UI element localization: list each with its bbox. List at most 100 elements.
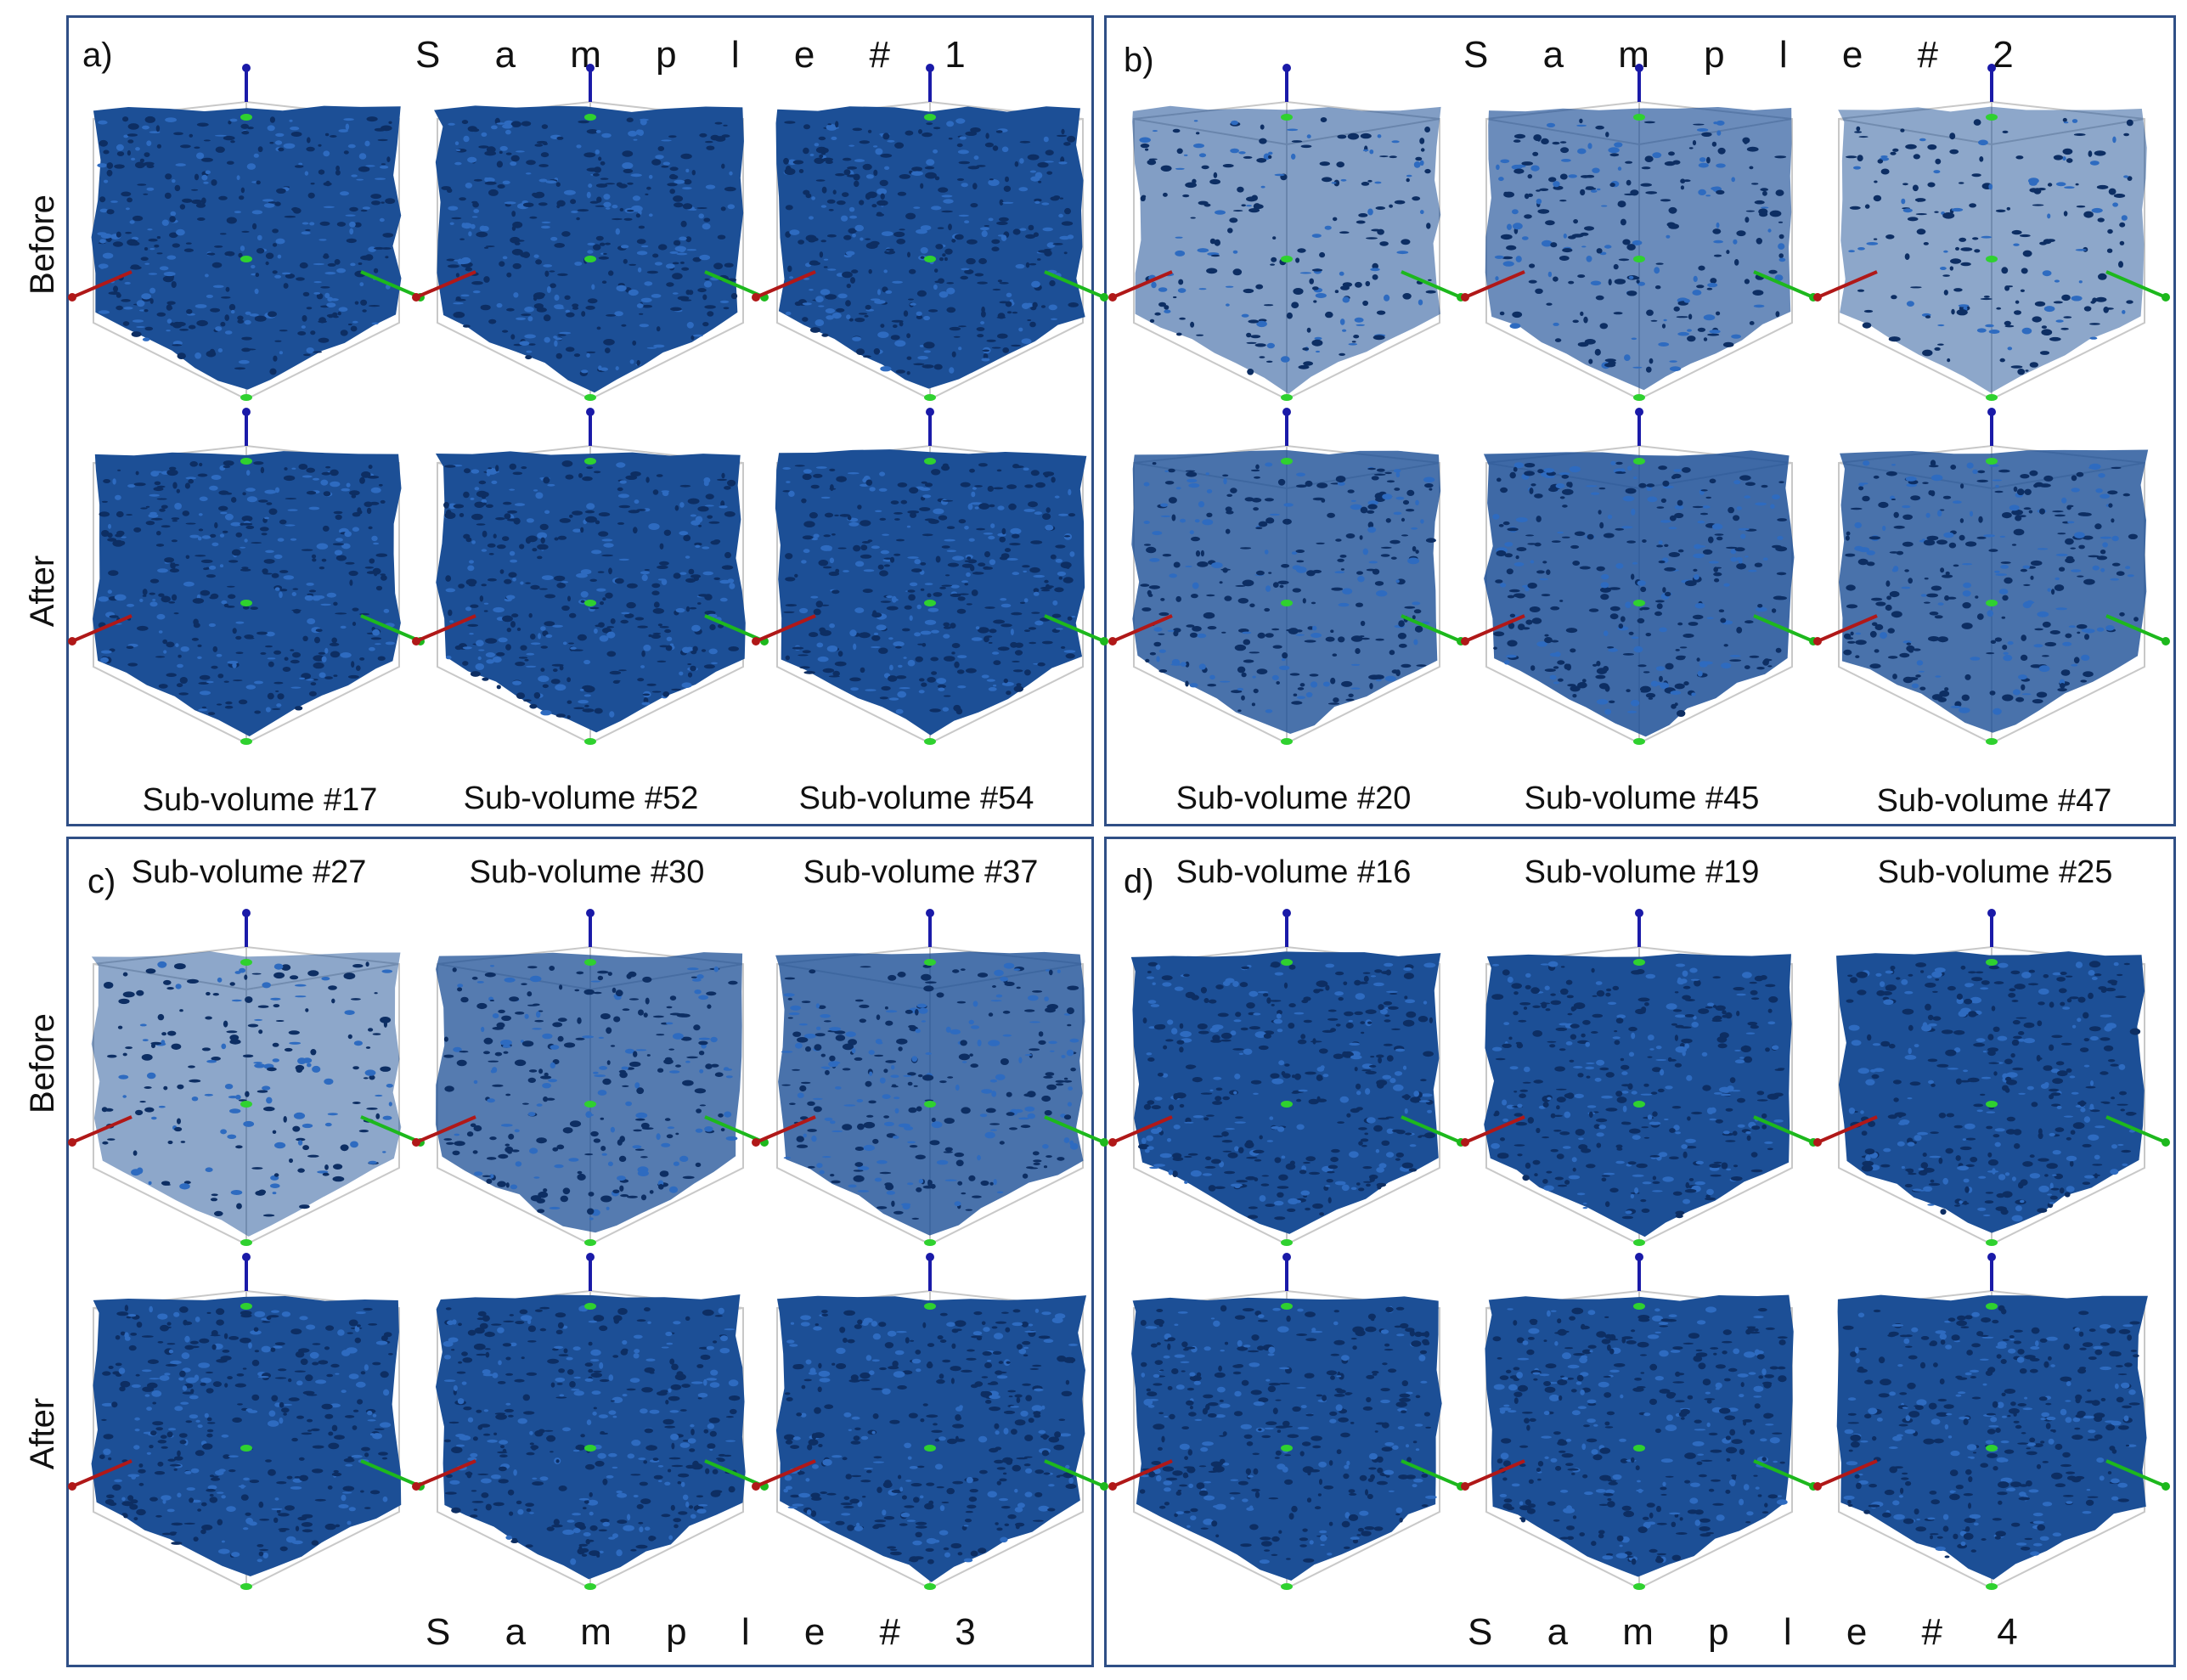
- pore-speckle: [1041, 202, 1050, 206]
- pore-speckle: [644, 508, 651, 512]
- pore-speckle: [1663, 319, 1667, 322]
- pore-speckle: [1696, 128, 1709, 132]
- pore-speckle: [296, 277, 305, 281]
- pore-speckle: [234, 971, 241, 974]
- pore-speckle: [473, 1125, 482, 1132]
- pore-speckle: [635, 213, 640, 218]
- pore-speckle: [906, 356, 912, 360]
- pore-speckle: [1901, 198, 1906, 205]
- pore-speckle: [1375, 206, 1386, 210]
- pore-speckle: [2001, 616, 2006, 619]
- pore-speckle: [601, 554, 613, 557]
- pore-speckle: [1013, 685, 1023, 692]
- pore-speckle: [340, 330, 348, 336]
- pore-speckle: [161, 219, 169, 226]
- pore-speckle: [1152, 130, 1158, 132]
- pore-speckle: [113, 285, 118, 293]
- pore-speckle: [352, 1066, 359, 1070]
- pore-speckle: [569, 612, 577, 618]
- pore-speckle: [944, 574, 950, 577]
- pore-speckle: [1058, 576, 1062, 580]
- pore-speckle: [1887, 656, 1898, 659]
- pore-speckle: [606, 631, 616, 639]
- pore-speckle: [638, 1009, 644, 1016]
- pore-speckle: [1068, 302, 1079, 307]
- pore-speckle: [211, 1193, 218, 1197]
- pore-speckle: [590, 980, 600, 983]
- pore-speckle: [1333, 217, 1338, 222]
- pore-speckle: [705, 184, 716, 189]
- pore-speckle: [682, 1080, 694, 1086]
- pore-speckle: [600, 1117, 605, 1120]
- pore-speckle: [279, 351, 283, 355]
- pore-speckle: [699, 254, 711, 261]
- pore-speckle: [572, 307, 579, 310]
- pore-speckle: [1367, 527, 1377, 533]
- pore-speckle: [289, 119, 293, 122]
- pore-speckle: [939, 257, 944, 262]
- pore-speckle: [462, 646, 472, 650]
- pore-speckle: [897, 191, 907, 196]
- axis-z-arrow-head: [1635, 64, 1643, 72]
- pore-speckle: [2019, 234, 2031, 238]
- pore-speckle: [1160, 598, 1165, 601]
- pore-speckle: [533, 692, 541, 699]
- pore-speckle: [473, 1080, 478, 1085]
- pore-speckle: [476, 523, 486, 526]
- pore-speckle: [127, 149, 131, 156]
- pore-speckle: [857, 505, 862, 510]
- pore-speckle: [1324, 225, 1332, 230]
- pore-speckle: [922, 494, 932, 499]
- pore-speckle: [1674, 512, 1684, 519]
- pore-speckle: [1632, 561, 1638, 565]
- pore-speckle: [368, 1160, 377, 1164]
- pore-speckle: [925, 981, 937, 984]
- pore-speckle: [276, 1509, 281, 1514]
- pore-speckle: [1045, 149, 1054, 155]
- pore-speckle: [1046, 171, 1053, 175]
- pore-speckle: [536, 140, 548, 144]
- pore-speckle: [458, 583, 465, 589]
- axis-x-arrow: [1112, 614, 1173, 643]
- pore-speckle: [600, 1195, 612, 1203]
- pore-speckle: [443, 1138, 453, 1141]
- pore-speckle: [1530, 665, 1536, 671]
- pore-speckle: [211, 1057, 221, 1061]
- pore-speckle: [1175, 250, 1186, 257]
- pore-speckle: [1929, 465, 1939, 468]
- marker-dot: [1281, 256, 1293, 262]
- pore-speckle: [689, 606, 697, 610]
- pore-speckle: [1580, 189, 1586, 196]
- pore-speckle: [845, 251, 855, 256]
- pore-speckle: [245, 637, 255, 640]
- pore-speckle: [1268, 155, 1272, 159]
- pore-speckle: [906, 525, 911, 528]
- pore-speckle: [1919, 686, 1926, 691]
- pore-speckle: [1380, 554, 1390, 557]
- pore-speckle: [1004, 981, 1015, 986]
- pore-speckle: [1058, 213, 1063, 218]
- pore-speckle: [859, 1004, 870, 1008]
- pore-speckle: [345, 214, 356, 217]
- pore-speckle: [877, 564, 884, 570]
- pore-speckle: [595, 183, 608, 188]
- pore-speckle: [622, 150, 634, 157]
- pore-speckle: [99, 196, 106, 203]
- pore-speckle: [1291, 551, 1298, 555]
- pore-speckle: [786, 481, 791, 483]
- pore-speckle: [251, 264, 256, 269]
- pore-speckle: [1263, 153, 1271, 161]
- pore-speckle: [144, 262, 150, 265]
- pore-speckle: [946, 526, 955, 529]
- pore-speckle: [542, 684, 549, 689]
- pore-speckle: [520, 645, 527, 651]
- pore-speckle: [335, 170, 341, 176]
- pore-speckle: [122, 991, 135, 998]
- pore-speckle: [117, 469, 121, 471]
- pore-speckle: [302, 222, 309, 225]
- pore-speckle: [297, 331, 307, 335]
- pore-speckle: [1775, 189, 1784, 196]
- pore-speckle: [633, 527, 638, 534]
- pore-speckle: [1227, 228, 1233, 234]
- pore-speckle: [1845, 553, 1856, 557]
